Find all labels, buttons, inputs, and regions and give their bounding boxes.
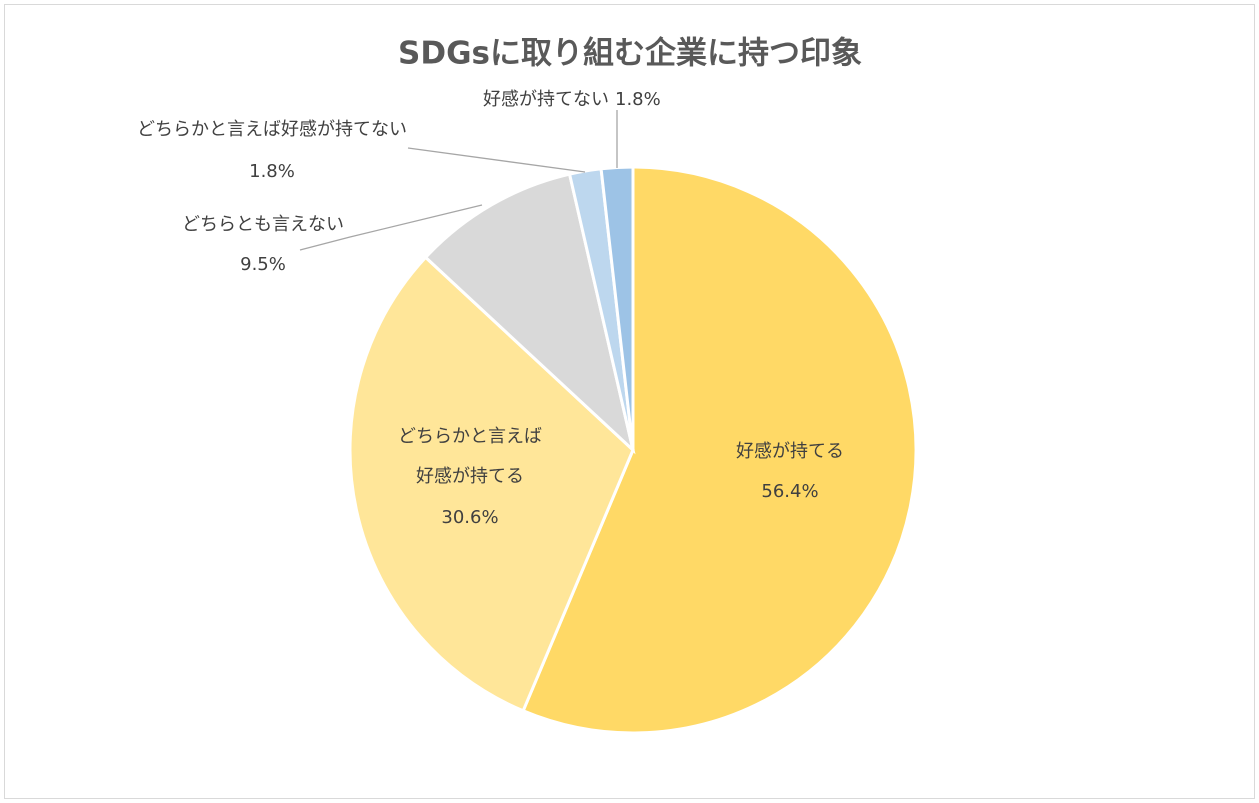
slice-value-label: 9.5% (240, 254, 286, 275)
slice-value-label: 1.8% (249, 161, 295, 182)
pie-slice (423, 172, 636, 455)
pie (348, 165, 918, 735)
slice-label: どちらとも言えない (182, 214, 344, 235)
chart-title: SDGsに取り組む企業に持つ印象 (398, 36, 862, 72)
slice-label: 好感が持てる (736, 441, 844, 462)
slice-value-label: 1.8% (615, 89, 661, 110)
leader-line (407, 147, 586, 173)
slice-label: どちらかと言えば好感が持てる (398, 426, 542, 487)
slice-value-label: 56.4% (761, 481, 818, 502)
slice-label-box: どちらかと言えば好感が持てる (398, 426, 542, 487)
slice-value-label: 30.6% (441, 507, 498, 528)
slice-label: 好感が持てない (483, 89, 609, 110)
slice-label: どちらかと言えば好感が持てない (137, 119, 407, 140)
leader-lines (299, 110, 618, 251)
leader-line (299, 204, 483, 251)
pie-slice (521, 165, 918, 735)
pie-slice (348, 255, 635, 713)
